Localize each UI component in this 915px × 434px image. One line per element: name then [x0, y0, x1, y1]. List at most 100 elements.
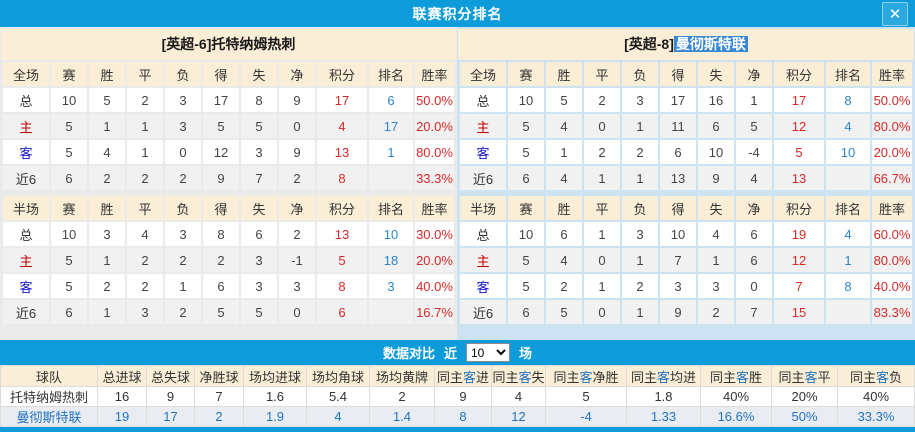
stat-cell: 2 — [279, 222, 315, 246]
stats-row: 主 5 4 0 1 7 1 6 12 1 80.0% — [460, 248, 912, 272]
winrate-cell: 80.0% — [872, 114, 912, 138]
rank-cell: 8 — [826, 88, 870, 112]
column-header: 胜 — [89, 196, 125, 220]
column-header: 胜 — [546, 62, 582, 86]
stat-cell: 5 — [51, 114, 87, 138]
team-league-prefix: [英超-8] — [624, 36, 674, 52]
stat-cell: 3 — [241, 140, 277, 164]
winrate-cell: 60.0% — [872, 222, 912, 246]
stat-cell: 2 — [279, 166, 315, 190]
rank-cell: 4 — [826, 114, 870, 138]
stat-cell: 2 — [584, 88, 620, 112]
compare-column-header: 同主客净胜 — [546, 366, 626, 386]
stats-row: 客 5 4 1 0 12 3 9 13 1 80.0% — [3, 140, 454, 164]
points-cell: 15 — [774, 300, 824, 324]
compare-column-header: 净胜球 — [195, 366, 243, 386]
row-label: 近6 — [3, 300, 49, 324]
stat-cell: 3 — [89, 222, 125, 246]
stat-cell: -1 — [279, 248, 315, 272]
panel-home-team: [英超-6]托特纳姆热刺 全场赛胜平负得失净积分 排名 胜率总 10 5 2 3 17 8 9 17… — [0, 27, 457, 340]
stat-cell: 3 — [698, 274, 734, 298]
column-header: 积分 — [774, 196, 824, 220]
section-label: 全场 — [3, 62, 49, 86]
stats-row: 主 5 4 0 1 11 6 5 12 4 80.0% — [460, 114, 912, 138]
points-cell: 17 — [774, 88, 824, 112]
points-cell: 7 — [774, 274, 824, 298]
compare-value-cell: 16 — [98, 387, 146, 406]
compare-value-cell: 50% — [772, 407, 837, 426]
stat-cell: 2 — [127, 274, 163, 298]
column-header: 失 — [698, 196, 734, 220]
column-header: 胜率 — [415, 196, 454, 220]
close-button[interactable]: ✕ — [882, 2, 908, 26]
bottom-edge-bar — [0, 427, 915, 432]
dialog-titlebar: 联赛积分排名 ✕ — [0, 0, 915, 27]
stat-cell: 0 — [584, 114, 620, 138]
stat-cell: 2 — [127, 88, 163, 112]
stat-cell: 5 — [508, 248, 544, 272]
team-name-selected[interactable]: 曼彻斯特联 — [673, 36, 748, 52]
points-cell: 12 — [774, 114, 824, 138]
points-cell: 8 — [317, 166, 367, 190]
stats-table-half: 半场赛胜平负得失净积分 排名 胜率总 10 6 1 3 10 4 6 19 4 60.0% 主 5 4 0 1 7 1… — [458, 194, 914, 326]
stat-cell: 5 — [546, 300, 582, 324]
points-cell: 19 — [774, 222, 824, 246]
column-header: 排名 — [369, 62, 413, 86]
compare-value-cell: 2 — [195, 407, 243, 426]
compare-row: 曼彻斯特联 19 17 2 1.9 4 1.4 8 12 -4 1.33 16.6% 50% 33.3% — [1, 407, 914, 426]
stat-cell: 5 — [241, 114, 277, 138]
stat-cell: 1 — [89, 114, 125, 138]
stat-cell: 10 — [51, 88, 87, 112]
compare-team-cell: 托特纳姆热刺 — [1, 387, 97, 406]
stat-cell: 7 — [241, 166, 277, 190]
stat-cell: 6 — [51, 300, 87, 324]
compare-header-row: 球队 总进球 总失球 净胜球 场均进球 场均角球 场均黄牌 同主客进 同主客失 同主客净胜 同主客均… — [1, 366, 914, 386]
winrate-cell: 30.0% — [415, 222, 454, 246]
stat-cell: 13 — [660, 166, 696, 190]
compare-column-header: 场均角球 — [307, 366, 369, 386]
column-header: 得 — [660, 196, 696, 220]
stat-cell: 4 — [546, 114, 582, 138]
stat-cell: 1 — [584, 274, 620, 298]
games-unit-label: 场 — [519, 346, 533, 361]
games-count-select[interactable]: 10 — [466, 343, 510, 362]
winrate-cell: 20.0% — [415, 248, 454, 272]
compare-column-header: 同主客进 — [435, 366, 491, 386]
points-cell: 6 — [317, 300, 367, 324]
compare-value-cell: 1.9 — [244, 407, 306, 426]
compare-value-cell: 7 — [195, 387, 243, 406]
stat-cell: 1 — [127, 140, 163, 164]
column-header: 排名 — [826, 62, 870, 86]
points-cell: 4 — [317, 114, 367, 138]
stat-cell: 3 — [127, 300, 163, 324]
stat-cell: 6 — [698, 114, 734, 138]
compare-value-cell: 1.6 — [244, 387, 306, 406]
stat-cell: 0 — [584, 248, 620, 272]
stat-cell: 2 — [622, 140, 658, 164]
rank-cell: 10 — [826, 140, 870, 164]
compare-value-cell: -4 — [546, 407, 626, 426]
stat-cell: 5 — [51, 274, 87, 298]
row-label: 总 — [3, 222, 49, 246]
compare-value-cell: 20% — [772, 387, 837, 406]
stat-cell: 0 — [584, 300, 620, 324]
column-header: 失 — [698, 62, 734, 86]
stat-cell: 1 — [89, 248, 125, 272]
panel-title: [英超-8] 曼彻斯特联 — [458, 29, 914, 60]
stat-cell: 3 — [622, 88, 658, 112]
compare-team-cell: 曼彻斯特联 — [1, 407, 97, 426]
near-label: 近 — [443, 346, 457, 361]
column-header: 胜率 — [872, 62, 912, 86]
stat-cell: 1 — [127, 114, 163, 138]
panel-away-team: [英超-8] 曼彻斯特联 全场赛胜平负得失净积分 排名 胜率总 10 5 2 3 17 16 1 17… — [457, 27, 915, 340]
stats-header-row: 全场赛胜平负得失净积分 排名 胜率 — [3, 62, 454, 86]
winrate-cell: 80.0% — [415, 140, 454, 164]
stats-row: 总 10 5 2 3 17 16 1 17 8 50.0% — [460, 88, 912, 112]
stat-cell: 0 — [165, 140, 201, 164]
row-label: 近6 — [3, 166, 49, 190]
stats-row: 近6 6 1 3 2 5 5 0 6 16.7% — [3, 300, 454, 324]
stat-cell: 9 — [660, 300, 696, 324]
compare-value-cell: 2 — [370, 387, 434, 406]
compare-column-header: 场均进球 — [244, 366, 306, 386]
rank-cell: 1 — [369, 140, 413, 164]
